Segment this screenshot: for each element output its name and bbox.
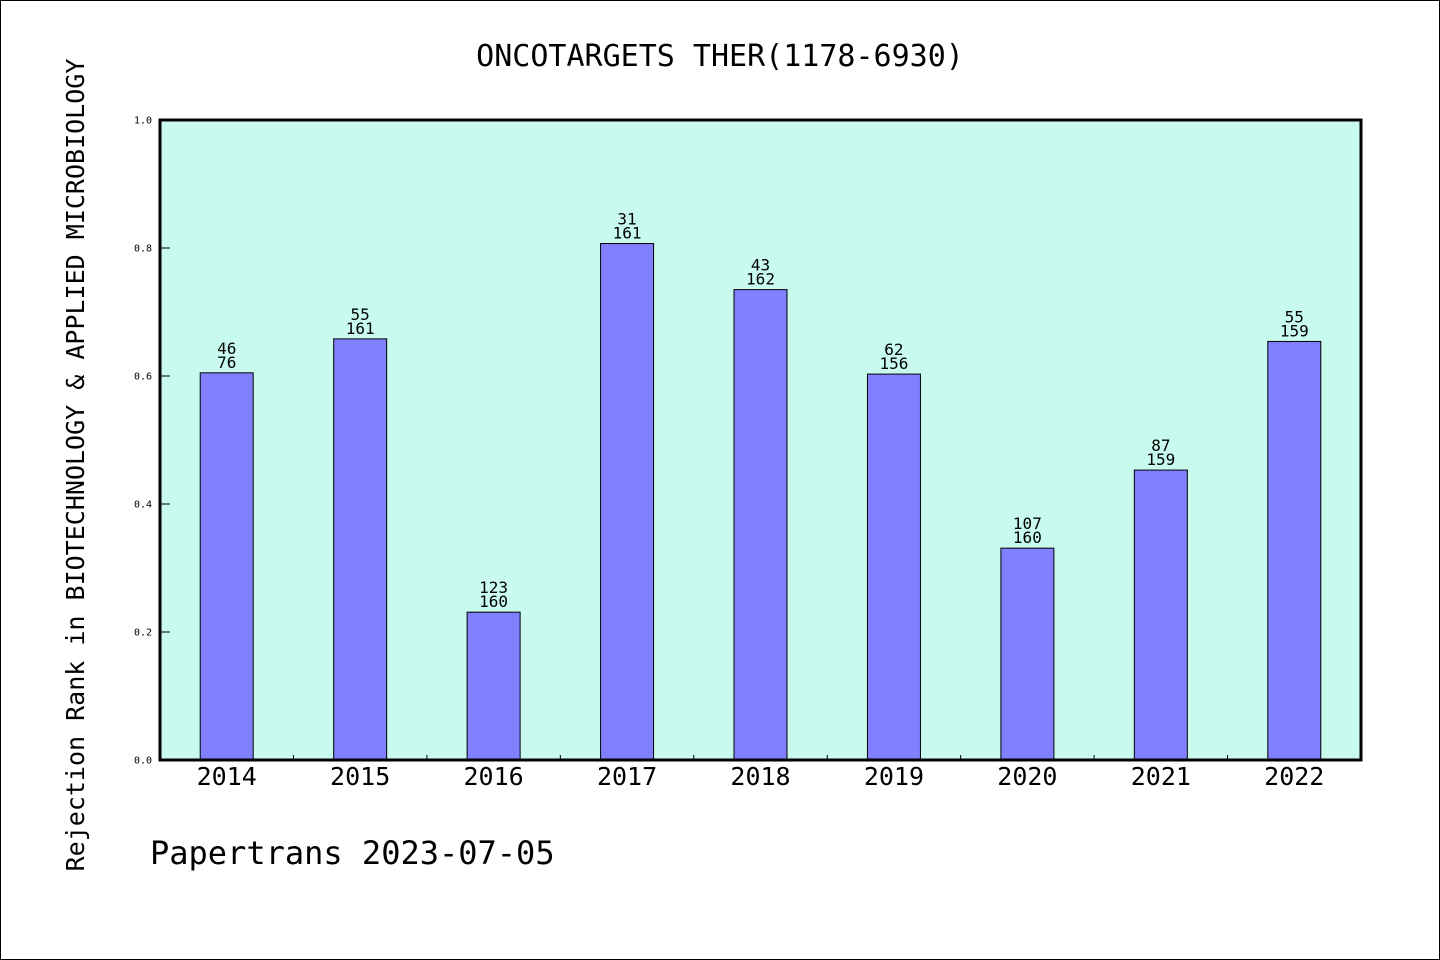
bar-2014 [199, 372, 254, 761]
data-label-top: 46 [217, 339, 236, 358]
bar-2017 [600, 243, 655, 761]
y-tick-label: 0.8 [134, 244, 152, 255]
data-label-top: 55 [1285, 307, 1304, 326]
y-tick-label: 1.0 [134, 116, 152, 127]
bar-2019 [866, 373, 921, 761]
plot-border [158, 118, 1363, 762]
y-axis-label: Rejection Rank in BIOTECHNOLOGY & APPLIE… [61, 59, 90, 872]
data-label-bottom: 159 [1146, 450, 1175, 469]
data-label-bottom: 160 [479, 592, 508, 611]
y-tick-label: 0.0 [134, 756, 152, 767]
data-label-bottom: 156 [879, 354, 908, 373]
bar-2015 [333, 338, 388, 761]
data-label-bottom: 162 [746, 270, 775, 289]
data-label-top: 55 [351, 305, 370, 324]
data-label-bottom: 161 [346, 319, 375, 338]
x-tick-label: 2016 [464, 762, 524, 791]
data-label-top: 31 [617, 210, 636, 229]
y-tick-label: 0.6 [134, 372, 152, 383]
data-label-top: 87 [1151, 436, 1170, 455]
data-label-bottom: 160 [1013, 528, 1042, 547]
x-tick-label: 2021 [1131, 762, 1191, 791]
data-label-bottom: 159 [1280, 321, 1309, 340]
y-tick-label: 0.2 [134, 628, 152, 639]
bar-2021 [1133, 469, 1188, 761]
bars-layer [199, 243, 1322, 761]
data-label-top: 107 [1013, 514, 1042, 533]
x-tick-label: 2017 [597, 762, 657, 791]
footer-text: Papertrans 2023-07-05 [150, 834, 555, 872]
data-labels-layer: 4676551611231603116143162621561071608715… [217, 210, 1309, 612]
x-tick-label: 2019 [864, 762, 924, 791]
data-label-bottom: 76 [217, 353, 236, 372]
data-label-top: 62 [884, 340, 903, 359]
x-tick-label: 2018 [730, 762, 790, 791]
bar-2022 [1267, 340, 1322, 761]
data-label-top: 123 [479, 578, 508, 597]
x-tick-label: 2022 [1264, 762, 1324, 791]
bar-2016 [466, 611, 521, 761]
data-label-top: 43 [751, 256, 770, 275]
y-tick-label: 0.4 [134, 500, 152, 511]
x-tick-label: 2015 [330, 762, 390, 791]
data-label-bottom: 161 [613, 224, 642, 243]
bar-2020 [1000, 547, 1055, 761]
x-axis-ticks: 2014 2015 2016 2017 2018 2019 2020 2021 2022 [197, 755, 1324, 791]
bar-2018 [733, 289, 788, 761]
x-tick-label: 2014 [197, 762, 257, 791]
chart-title: ONCOTARGETS THER(1178-6930) [476, 39, 964, 74]
x-tick-label: 2020 [997, 762, 1057, 791]
